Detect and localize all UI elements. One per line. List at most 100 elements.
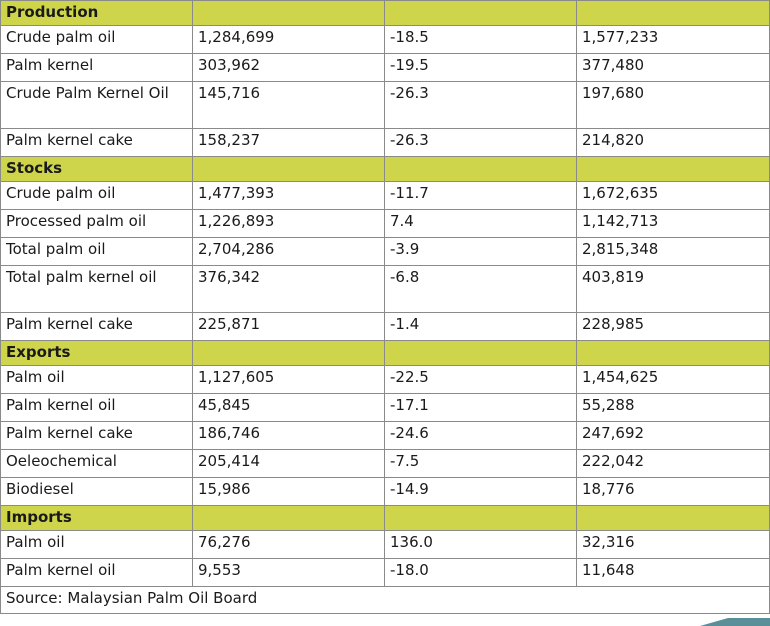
table-row: Processed palm oil 1,226,893 7.4 1,142,713 <box>0 209 770 238</box>
previous-value-cell: 1,577,233 <box>576 25 770 54</box>
item-label-cell: Palm kernel cake <box>0 128 193 157</box>
current-value-cell: 1,226,893 <box>192 209 385 238</box>
table-row: Palm oil 1,127,605 -22.5 1,454,625 <box>0 365 770 394</box>
current-value-cell: 45,845 <box>192 393 385 422</box>
section-header-empty-cell <box>384 156 577 182</box>
change-percent-cell: -1.4 <box>384 312 577 341</box>
change-percent-cell: -3.9 <box>384 237 577 266</box>
current-value-cell: 225,871 <box>192 312 385 341</box>
change-percent-cell: -17.1 <box>384 393 577 422</box>
item-label-cell: Palm kernel cake <box>0 312 193 341</box>
section-header-empty-cell <box>576 156 770 182</box>
section-title: Production <box>0 0 193 26</box>
source-row: Source: Malaysian Palm Oil Board <box>0 586 770 614</box>
current-value-cell: 158,237 <box>192 128 385 157</box>
section-title: Stocks <box>0 156 193 182</box>
change-percent-cell: -22.5 <box>384 365 577 394</box>
current-value-cell: 1,284,699 <box>192 25 385 54</box>
table-row: Palm oil 76,276 136.0 32,316 <box>0 530 770 559</box>
item-label-cell: Palm kernel oil <box>0 393 193 422</box>
current-value-cell: 303,962 <box>192 53 385 82</box>
change-percent-cell: -26.3 <box>384 81 577 129</box>
section-title: Imports <box>0 505 193 531</box>
previous-value-cell: 11,648 <box>576 558 770 587</box>
section-header-empty-cell <box>192 156 385 182</box>
change-percent-cell: -24.6 <box>384 421 577 450</box>
table-row: Palm kernel 303,962 -19.5 377,480 <box>0 53 770 82</box>
table-row: Palm kernel oil 45,845 -17.1 55,288 <box>0 393 770 422</box>
table-row: Palm kernel cake 225,871 -1.4 228,985 <box>0 312 770 341</box>
previous-value-cell: 377,480 <box>576 53 770 82</box>
item-label-cell: Processed palm oil <box>0 209 193 238</box>
table-row: Total palm oil 2,704,286 -3.9 2,815,348 <box>0 237 770 266</box>
current-value-cell: 1,127,605 <box>192 365 385 394</box>
previous-value-cell: 1,142,713 <box>576 209 770 238</box>
current-value-cell: 145,716 <box>192 81 385 129</box>
section-header-empty-cell <box>192 340 385 366</box>
change-percent-cell: -7.5 <box>384 449 577 478</box>
item-label-cell: Total palm kernel oil <box>0 265 193 313</box>
change-percent-cell: 7.4 <box>384 209 577 238</box>
change-percent-cell: -11.7 <box>384 181 577 210</box>
table-row: Palm kernel cake 186,746 -24.6 247,692 <box>0 421 770 450</box>
section-title: Exports <box>0 340 193 366</box>
current-value-cell: 1,477,393 <box>192 181 385 210</box>
current-value-cell: 186,746 <box>192 421 385 450</box>
corner-accent-shape <box>700 618 770 626</box>
table-row: Total palm kernel oil 376,342 -6.8 403,819 <box>0 265 770 313</box>
previous-value-cell: 197,680 <box>576 81 770 129</box>
current-value-cell: 2,704,286 <box>192 237 385 266</box>
section-header-empty-cell <box>384 340 577 366</box>
change-percent-cell: 136.0 <box>384 530 577 559</box>
previous-value-cell: 222,042 <box>576 449 770 478</box>
table-row: Oeleochemical 205,414 -7.5 222,042 <box>0 449 770 478</box>
item-label-cell: Palm oil <box>0 530 193 559</box>
section-header-stocks: Stocks <box>0 156 770 182</box>
table-row: Crude palm oil 1,284,699 -18.5 1,577,233 <box>0 25 770 54</box>
current-value-cell: 205,414 <box>192 449 385 478</box>
section-header-empty-cell <box>576 340 770 366</box>
item-label-cell: Palm kernel oil <box>0 558 193 587</box>
current-value-cell: 376,342 <box>192 265 385 313</box>
change-percent-cell: -18.0 <box>384 558 577 587</box>
previous-value-cell: 18,776 <box>576 477 770 506</box>
section-header-empty-cell <box>576 0 770 26</box>
table-row: Crude palm oil 1,477,393 -11.7 1,672,635 <box>0 181 770 210</box>
item-label-cell: Total palm oil <box>0 237 193 266</box>
section-header-empty-cell <box>192 0 385 26</box>
section-header-exports: Exports <box>0 340 770 366</box>
item-label-cell: Crude palm oil <box>0 25 193 54</box>
change-percent-cell: -6.8 <box>384 265 577 313</box>
source-note: Source: Malaysian Palm Oil Board <box>0 586 770 614</box>
previous-value-cell: 32,316 <box>576 530 770 559</box>
section-header-production: Production <box>0 0 770 26</box>
section-header-empty-cell <box>384 505 577 531</box>
table-row: Crude Palm Kernel Oil 145,716 -26.3 197,680 <box>0 81 770 129</box>
item-label-cell: Palm kernel cake <box>0 421 193 450</box>
change-percent-cell: -14.9 <box>384 477 577 506</box>
current-value-cell: 76,276 <box>192 530 385 559</box>
previous-value-cell: 1,672,635 <box>576 181 770 210</box>
previous-value-cell: 403,819 <box>576 265 770 313</box>
table-row: Palm kernel cake 158,237 -26.3 214,820 <box>0 128 770 157</box>
item-label-cell: Crude Palm Kernel Oil <box>0 81 193 129</box>
table-row: Palm kernel oil 9,553 -18.0 11,648 <box>0 558 770 587</box>
previous-value-cell: 228,985 <box>576 312 770 341</box>
change-percent-cell: -26.3 <box>384 128 577 157</box>
previous-value-cell: 2,815,348 <box>576 237 770 266</box>
item-label-cell: Oeleochemical <box>0 449 193 478</box>
section-header-empty-cell <box>576 505 770 531</box>
previous-value-cell: 214,820 <box>576 128 770 157</box>
section-header-empty-cell <box>192 505 385 531</box>
item-label-cell: Palm kernel <box>0 53 193 82</box>
section-header-imports: Imports <box>0 505 770 531</box>
item-label-cell: Palm oil <box>0 365 193 394</box>
current-value-cell: 9,553 <box>192 558 385 587</box>
change-percent-cell: -18.5 <box>384 25 577 54</box>
previous-value-cell: 55,288 <box>576 393 770 422</box>
change-percent-cell: -19.5 <box>384 53 577 82</box>
item-label-cell: Biodiesel <box>0 477 193 506</box>
